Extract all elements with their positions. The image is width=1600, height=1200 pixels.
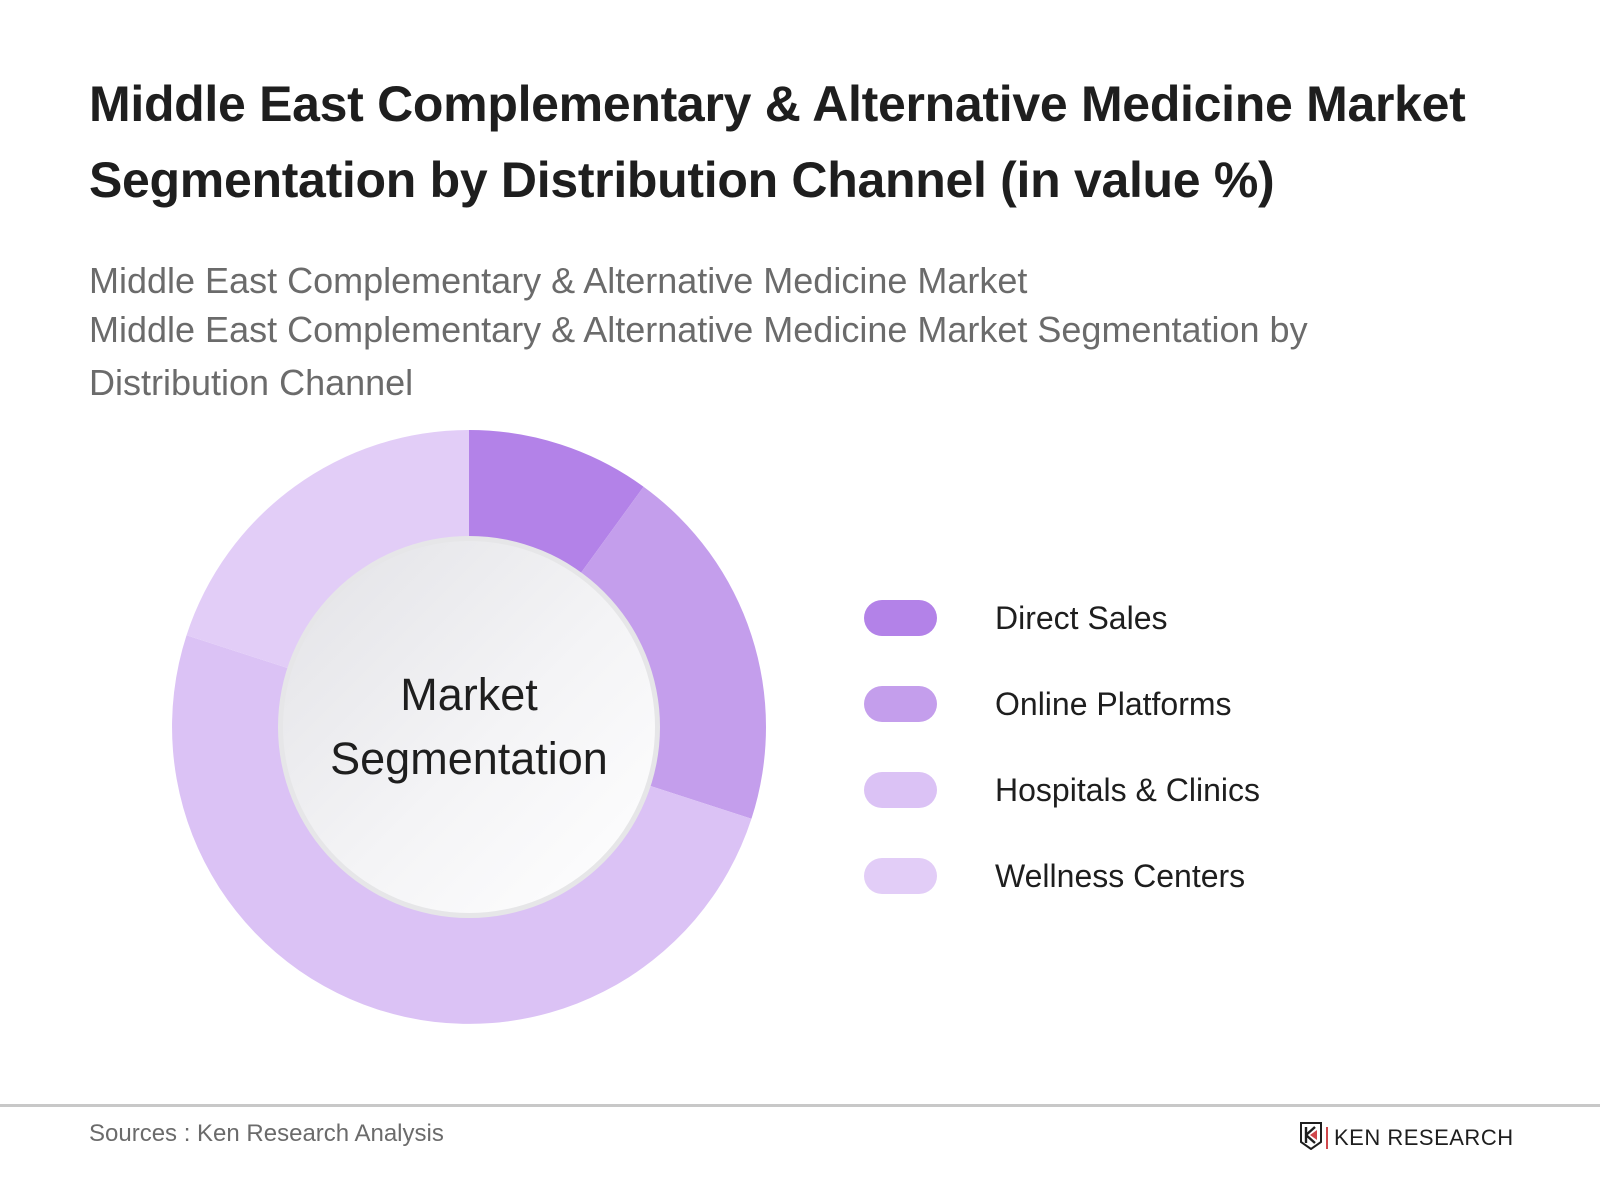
legend-item-online-platforms: Online Platforms [864,686,1260,722]
subtitle-line-1: Middle East Complementary & Alternative … [89,260,1028,301]
chart-title: Middle East Complementary & Alternative … [89,76,1466,208]
ken-research-logo: KEN RESEARCH [1300,1121,1514,1155]
subtitle-line-3: Distribution Channel [89,362,414,403]
logo-separator [1326,1127,1328,1149]
legend-item-hospitals-clinics: Hospitals & Clinics [864,772,1260,808]
legend-item-wellness-centers: Wellness Centers [864,858,1260,894]
donut-slice-direct-sales [469,430,644,577]
legend-label: Online Platforms [995,685,1232,722]
legend-swatch [864,858,937,894]
legend: Direct Sales Online Platforms Hospitals … [864,600,1260,944]
legend-label: Wellness Centers [995,857,1246,894]
legend-item-direct-sales: Direct Sales [864,600,1260,636]
donut-slice-wellness-centers [186,430,470,670]
footer-divider [0,1104,1600,1107]
chart-subtitle: Middle East Complementary & Alternative … [89,256,1549,407]
donut-svg [172,430,766,1024]
ken-research-k-shield-icon [1300,1121,1322,1155]
sources-note: Sources : Ken Research Analysis [89,1120,444,1147]
legend-label: Hospitals & Clinics [995,771,1260,808]
legend-swatch [864,686,937,722]
center-disc [283,541,655,913]
legend-label: Direct Sales [995,599,1168,636]
donut-slice-online-platforms [578,486,766,819]
donut-slices [172,430,766,1024]
legend-swatch [864,600,937,636]
logo-text: KEN RESEARCH [1334,1125,1514,1150]
legend-swatch [864,772,937,808]
donut-slice-hospitals-clinics [172,635,752,1024]
subtitle-line-2: Middle East Complementary & Alternative … [89,309,1308,350]
donut-chart [172,430,766,1024]
